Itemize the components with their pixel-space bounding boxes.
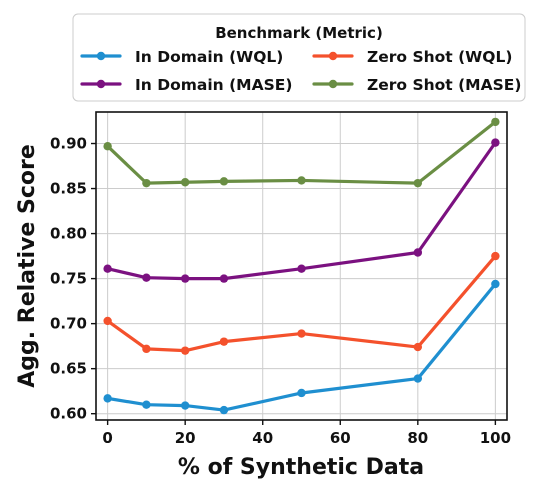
legend-swatch-marker [96, 79, 106, 89]
y-tick-label: 0.70 [50, 315, 87, 333]
legend-entry: In Domain (WQL) [80, 48, 283, 66]
legend-label: In Domain (MASE) [135, 76, 292, 94]
legend-label: Zero Shot (WQL) [367, 48, 512, 66]
data-point [180, 401, 190, 410]
data-point [491, 117, 500, 127]
legend-entry: Zero Shot (MASE) [312, 76, 521, 94]
series [103, 138, 500, 283]
y-tick-label: 0.65 [50, 360, 87, 378]
series [103, 117, 500, 188]
x-tick-label: 80 [407, 429, 428, 447]
y-tick-label: 0.85 [50, 180, 87, 198]
data-point [142, 344, 151, 354]
y-tick-label: 0.80 [50, 225, 87, 243]
legend-entry: Zero Shot (WQL) [312, 48, 512, 66]
legend-entry: In Domain (MASE) [80, 76, 292, 94]
data-point [142, 178, 151, 188]
x-tick-label: 60 [330, 429, 351, 447]
data-point [219, 337, 229, 346]
data-point [413, 342, 423, 352]
grid [96, 112, 507, 420]
data-point [103, 264, 112, 273]
data-point [103, 394, 112, 403]
data-point [297, 388, 306, 398]
ticks: 0 20 40 60 80 100 0.60 0.65 0.70 0.75 0.80 0.85 0.90 [50, 135, 511, 447]
legend-swatch-marker [328, 79, 338, 89]
data-point [103, 316, 112, 326]
x-tick-label: 0 [102, 429, 112, 447]
series [103, 279, 500, 415]
series-group [103, 117, 500, 415]
y-tick-label: 0.75 [50, 270, 87, 288]
data-point [413, 178, 423, 188]
data-point [219, 405, 229, 415]
series-line [106, 120, 497, 185]
data-point [180, 274, 190, 283]
plot-frame [95, 111, 508, 421]
legend: Benchmark (Metric) In Domain (WQL)In Dom… [72, 13, 526, 102]
y-tick-label: 0.90 [50, 135, 87, 153]
x-axis-title: % of Synthetic Data [178, 455, 424, 480]
data-point [219, 177, 229, 186]
x-tick-label: 40 [252, 429, 273, 447]
data-point [219, 274, 229, 283]
legend-label: Zero Shot (MASE) [367, 76, 521, 94]
x-tick-label: 20 [175, 429, 196, 447]
data-point [491, 138, 500, 147]
series-line [106, 141, 497, 281]
data-point [413, 374, 423, 383]
data-point [413, 248, 423, 257]
data-point [142, 400, 151, 409]
data-point [297, 264, 306, 273]
data-point [180, 178, 190, 187]
series [103, 251, 500, 355]
legend-title: Benchmark (Metric) [215, 24, 383, 42]
data-point [491, 251, 500, 261]
data-point [297, 176, 306, 185]
y-tick-label: 0.60 [50, 405, 87, 423]
data-point [103, 142, 112, 151]
legend-swatch-marker [328, 51, 338, 61]
data-point [142, 273, 151, 282]
data-point [491, 279, 500, 289]
legend-swatch-marker [96, 51, 106, 61]
x-tick-label: 100 [480, 429, 511, 447]
y-axis-title: Agg. Relative Score [15, 144, 40, 388]
data-point [297, 329, 306, 338]
data-point [180, 346, 190, 355]
legend-label: In Domain (WQL) [135, 48, 283, 66]
legend-entries: In Domain (WQL) In Domain (MASE) Zero Shot… [80, 48, 521, 94]
legend-box [72, 13, 526, 102]
